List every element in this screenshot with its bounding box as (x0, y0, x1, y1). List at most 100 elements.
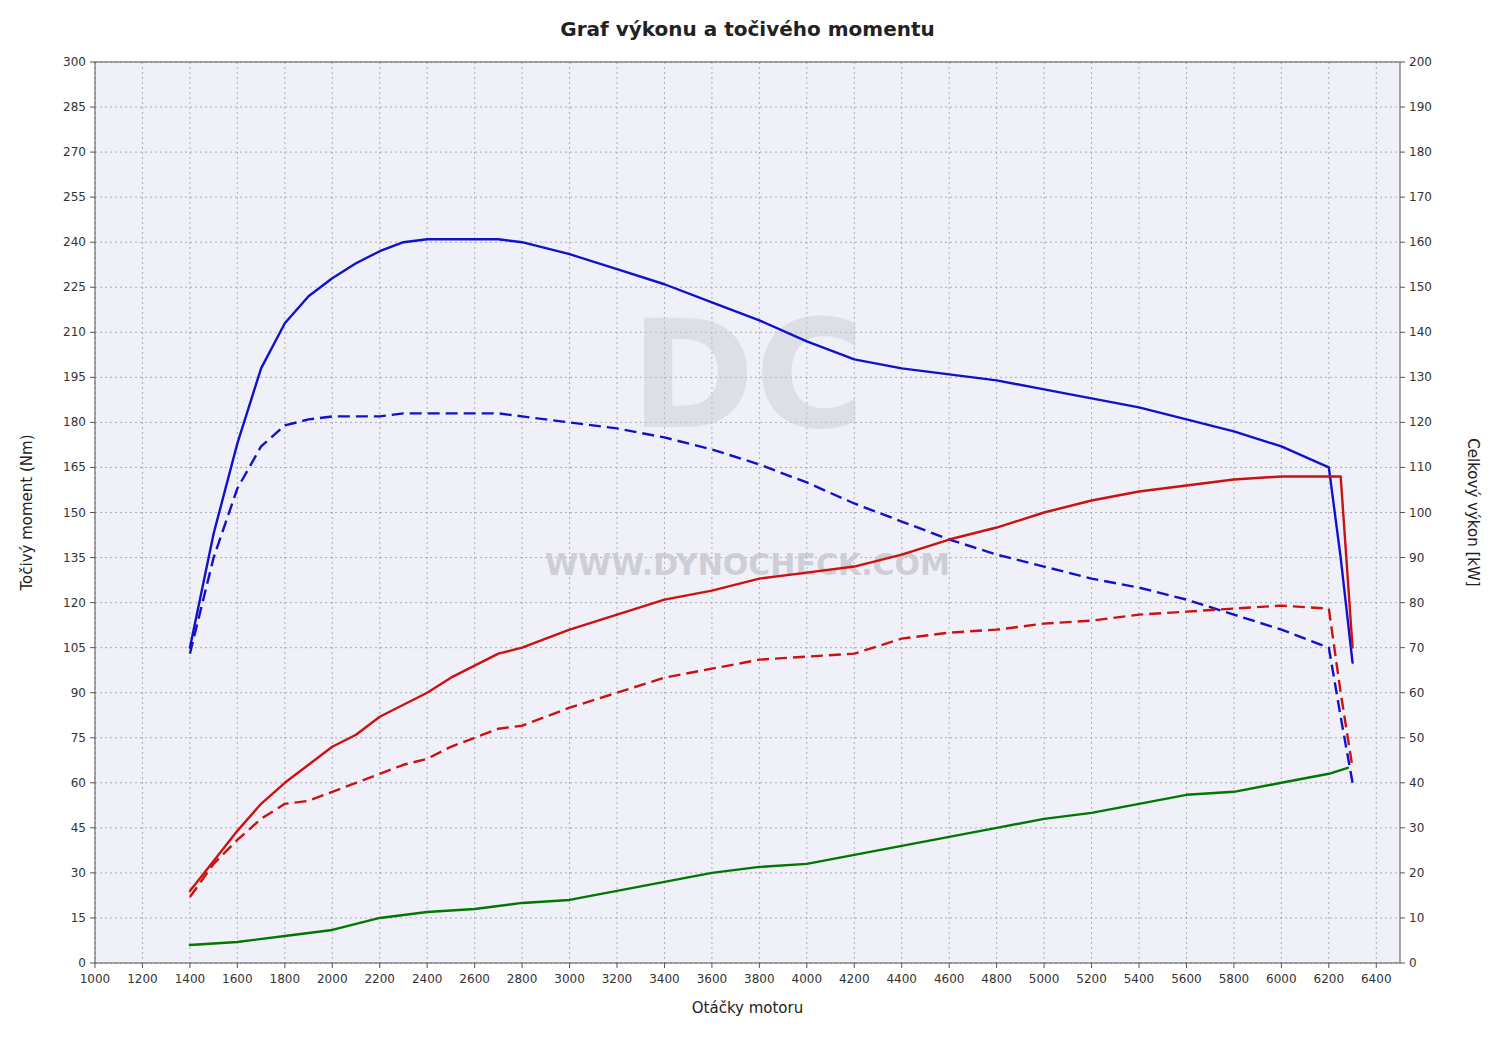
y2-tick (1400, 287, 1405, 288)
y-tick (90, 242, 95, 243)
y2-tick-label: 160 (1409, 235, 1432, 249)
y2-tick (1400, 332, 1405, 333)
x-tick (1091, 963, 1092, 968)
x-tick (284, 963, 285, 968)
x-grid-line (949, 62, 950, 963)
y-tick-label: 300 (63, 55, 86, 69)
y-tick (90, 377, 95, 378)
y2-tick (1400, 872, 1405, 873)
y-tick-label: 195 (63, 370, 86, 384)
y2-tick (1400, 827, 1405, 828)
y2-tick (1400, 647, 1405, 648)
y-grid-line (95, 737, 1400, 738)
y-tick-label: 105 (63, 641, 86, 655)
x-tick-label: 1800 (270, 972, 301, 986)
y2-tick (1400, 377, 1405, 378)
title: Graf výkonu a točivého momentu (560, 17, 935, 41)
y-tick-label: 180 (63, 415, 86, 429)
y-grid-line (95, 872, 1400, 873)
x-tick-label: 5800 (1219, 972, 1250, 986)
y-tick-label: 0 (78, 956, 86, 970)
x-tick-label: 4400 (886, 972, 917, 986)
y-tick (90, 467, 95, 468)
x-tick-label: 3600 (697, 972, 728, 986)
x-tick-label: 1600 (222, 972, 253, 986)
y-tick-label: 15 (71, 911, 86, 925)
y-tick (90, 737, 95, 738)
x-tick-label: 3200 (602, 972, 633, 986)
x-tick (1233, 963, 1234, 968)
y-tick-label: 165 (63, 460, 86, 474)
y2-tick-label: 140 (1409, 325, 1432, 339)
x-tick (1328, 963, 1329, 968)
y2-tick-label: 20 (1409, 866, 1424, 880)
y2-axis-label: Celkový výkon [kW] (1464, 438, 1482, 586)
y2-tick (1400, 467, 1405, 468)
y2-tick-label: 50 (1409, 731, 1424, 745)
y-tick (90, 692, 95, 693)
y-tick (90, 963, 95, 964)
y-tick (90, 152, 95, 153)
x-tick-label: 1400 (175, 972, 206, 986)
y2-tick (1400, 512, 1405, 513)
x-tick (711, 963, 712, 968)
watermark: DCWWW.DYNOCHECK.COM (545, 288, 950, 582)
y-tick (90, 827, 95, 828)
y-grid-line (95, 242, 1400, 243)
x-grid-line (759, 62, 760, 963)
y-tick-label: 90 (71, 686, 86, 700)
x-tick (474, 963, 475, 968)
y2-tick-label: 180 (1409, 145, 1432, 159)
x-tick-label: 4200 (839, 972, 870, 986)
x-tick-label: 6200 (1314, 972, 1345, 986)
x-grid-line (1139, 62, 1140, 963)
y-tick (90, 512, 95, 513)
y2-tick (1400, 737, 1405, 738)
series-line (190, 239, 1353, 662)
x-grid-line (1233, 62, 1234, 963)
x-tick-label: 2200 (364, 972, 395, 986)
y-tick-label: 150 (63, 506, 86, 520)
x-grid-line (1328, 62, 1329, 963)
y-tick-label: 120 (63, 596, 86, 610)
y-tick-label: 240 (63, 235, 86, 249)
y-tick (90, 872, 95, 873)
y2-tick-label: 150 (1409, 280, 1432, 294)
x-tick-label: 5600 (1171, 972, 1202, 986)
y-grid-line (95, 782, 1400, 783)
series-line (190, 768, 1348, 945)
y2-tick-label: 60 (1409, 686, 1424, 700)
y-tick (90, 602, 95, 603)
y2-tick-label: 200 (1409, 55, 1432, 69)
x-tick-label: 4800 (981, 972, 1012, 986)
x-tick-label: 5400 (1124, 972, 1155, 986)
x-tick (1376, 963, 1377, 968)
y-tick-label: 75 (71, 731, 86, 745)
x-grid-line (237, 62, 238, 963)
x-tick-label: 3000 (554, 972, 585, 986)
y-grid-line (95, 647, 1400, 648)
x-tick (237, 963, 238, 968)
y2-tick-label: 110 (1409, 460, 1432, 474)
x-tick-label: 2800 (507, 972, 538, 986)
x-tick (427, 963, 428, 968)
y-tick (90, 287, 95, 288)
y2-tick (1400, 782, 1405, 783)
y2-tick-label: 120 (1409, 415, 1432, 429)
y2-tick (1400, 422, 1405, 423)
y2-tick-label: 10 (1409, 911, 1424, 925)
y-tick (90, 197, 95, 198)
y-tick-label: 210 (63, 325, 86, 339)
x-tick (996, 963, 997, 968)
x-tick-label: 5000 (1029, 972, 1060, 986)
grid (95, 62, 1400, 963)
y-tick (90, 332, 95, 333)
x-grid-line (664, 62, 665, 963)
x-tick-label: 1200 (127, 972, 158, 986)
y2-tick-label: 170 (1409, 190, 1432, 204)
y2-tick-label: 130 (1409, 370, 1432, 384)
y2-tick-label: 100 (1409, 506, 1432, 520)
watermark-text: WWW.DYNOCHECK.COM (545, 547, 950, 582)
x-grid-line (854, 62, 855, 963)
x-tick (949, 963, 950, 968)
